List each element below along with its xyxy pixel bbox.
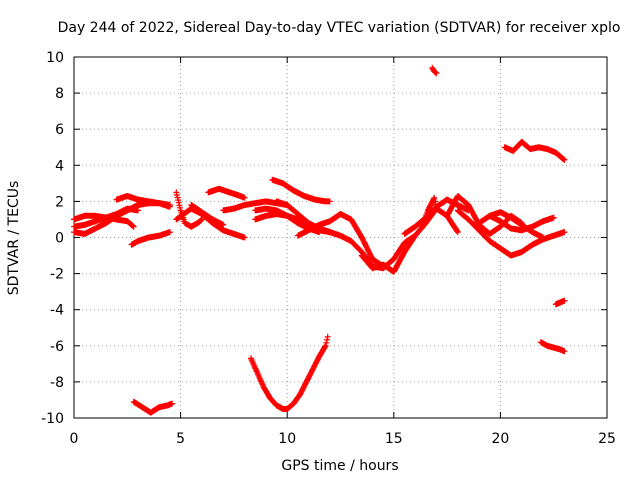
series-arc-29 [537,339,568,355]
y-tick-label: 2 [55,194,64,210]
point-markers-arc-3 [71,205,141,230]
point-markers-arc-14 [269,176,333,205]
point-markers-arc-5 [128,229,173,248]
series-arc-6 [130,398,176,416]
series-arc-16 [248,333,331,412]
point-markers-arc-9 [188,202,227,228]
point-markers-arc-10 [205,185,248,201]
series-arc-22 [429,64,440,77]
y-tick-label: 4 [55,158,64,174]
x-axis-label: GPS time / hours [281,458,398,474]
series-arc-10 [205,185,248,201]
point-markers-arc-20 [401,196,472,237]
chart-title: Day 244 of 2022, Sidereal Day-to-day VTE… [58,20,621,36]
series-arc-3 [71,205,141,230]
point-markers-arc-21 [418,194,440,232]
point-markers-arc-22 [429,64,440,77]
series-arc-4 [113,193,173,208]
point-markers-arc-28 [552,297,568,308]
series-arc-27 [501,138,568,163]
point-markers-arc-27 [501,138,568,163]
series-arc-24 [454,207,568,259]
x-tick-label: 25 [598,431,616,447]
y-tick-label: -8 [50,375,64,391]
x-axis-ticks: 0 5 10 15 20 25 [70,57,616,447]
point-markers-arc-29 [537,339,568,355]
series-arc-9 [188,202,227,228]
x-tick-label: 15 [385,431,403,447]
point-markers-arc-16 [248,333,331,412]
series-arc-26 [486,209,546,241]
y-axis-ticks: -10 -8 -6 -4 -2 0 2 4 6 8 10 [41,50,607,427]
grid-lines [74,57,607,418]
series-arc-17 [294,211,387,270]
point-markers-arc-26 [486,209,546,241]
x-tick-label: 20 [491,431,509,447]
series-arc-5 [128,229,173,248]
series-arc-20 [401,196,472,237]
y-tick-label: -2 [50,267,64,283]
y-tick-label: 10 [46,50,64,66]
y-tick-label: 8 [55,86,64,102]
x-tick-label: 10 [278,431,296,447]
point-markers-arc-17 [294,211,387,270]
y-axis-label: SDTVAR / TECUs [6,181,22,296]
y-tick-label: -6 [50,339,64,355]
data-points [71,64,568,416]
x-tick-label: 5 [176,431,185,447]
series-arc-28 [552,297,568,308]
series-arc-14 [269,176,333,205]
point-markers-arc-24 [454,207,568,259]
point-markers-arc-6 [130,398,176,416]
y-tick-label: -4 [50,303,64,319]
y-tick-label: -10 [41,411,64,427]
point-markers-arc-4 [113,193,173,208]
y-tick-label: 0 [55,231,64,247]
series-arc-21 [418,194,440,232]
y-tick-label: 6 [55,122,64,138]
x-tick-label: 0 [70,431,79,447]
